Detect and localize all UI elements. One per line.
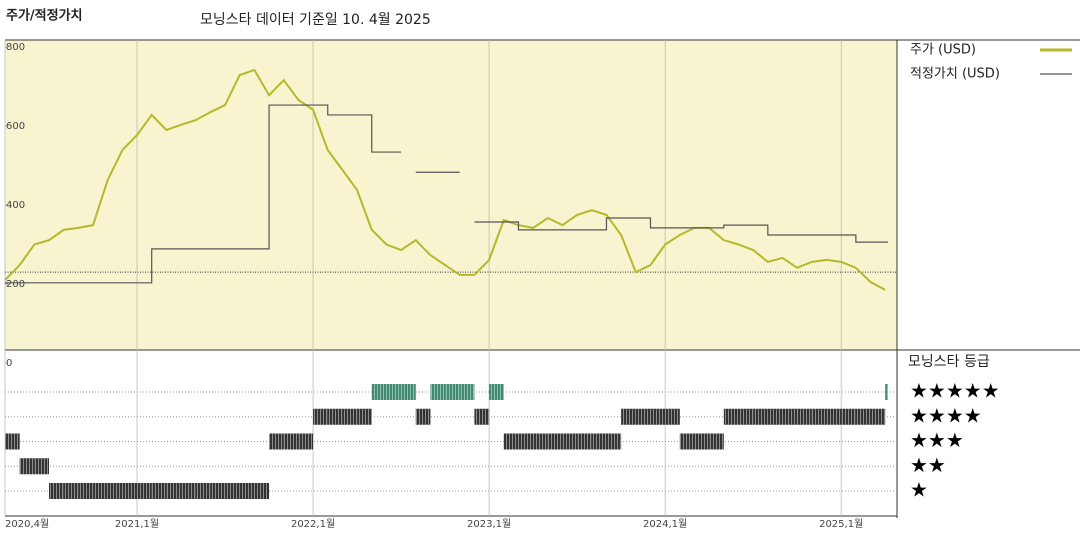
- rating-stripes: [738, 408, 754, 425]
- rating-stripes: [151, 483, 167, 499]
- rating-stripes: [93, 483, 108, 499]
- rating-stripes: [327, 408, 343, 425]
- rating-stripes: [225, 483, 240, 499]
- x-tick-label: 2024,1월: [643, 518, 687, 530]
- rating-stripes: [591, 433, 607, 450]
- rating-label: ★★★★★: [910, 379, 1000, 403]
- x-tick-label: 2025,1월: [819, 518, 863, 530]
- x-tick-label: 2021,1월: [115, 518, 159, 530]
- rating-stripes: [474, 408, 490, 425]
- rating-stripes: [166, 483, 182, 499]
- rating-label: ★★★★: [910, 403, 982, 427]
- legend-label: 주가 (USD): [910, 43, 976, 58]
- rating-stripes: [533, 433, 548, 450]
- rating-stripes: [635, 408, 651, 425]
- rating-stripes: [811, 408, 827, 425]
- rating-stripes: [49, 483, 64, 499]
- rating-stripes: [342, 408, 358, 425]
- rating-stripes: [665, 408, 680, 425]
- rating-stripes: [753, 408, 768, 425]
- rating-stripes: [518, 433, 534, 450]
- rating-stripes: [621, 408, 636, 425]
- ratings-title: 모닝스타 등급: [908, 354, 990, 370]
- price-line: [4, 68, 886, 291]
- rating-stripes: [401, 384, 416, 400]
- rating-stripes: [137, 483, 152, 499]
- rating-stripes: [78, 483, 94, 499]
- rating-stripes: [459, 384, 475, 400]
- rating-stripes: [885, 384, 888, 400]
- rating-stripes: [210, 483, 226, 499]
- rating-stripes: [34, 458, 50, 475]
- rating-stripes: [767, 408, 783, 425]
- chart-title: 주가/적정가치: [6, 8, 83, 24]
- rating-stripes: [870, 408, 886, 425]
- rating-stripes: [386, 384, 402, 400]
- x-tick-label: 2020,4월: [5, 518, 49, 530]
- x-tick-label: 2022,1월: [291, 518, 335, 530]
- rating-stripes: [547, 433, 563, 450]
- y-tick-label: 800: [6, 42, 25, 53]
- legend-label: 적정가치 (USD): [910, 67, 1000, 82]
- rating-stripes: [430, 384, 446, 400]
- rating-label: ★: [910, 478, 928, 502]
- rating-stripes: [577, 433, 592, 450]
- rating-stripes: [298, 433, 314, 450]
- rating-stripes: [489, 384, 504, 400]
- rating-stripes: [782, 408, 798, 425]
- rating-stripes: [723, 408, 739, 425]
- rating-stripes: [855, 408, 871, 425]
- rating-stripes: [371, 384, 387, 400]
- rating-stripes: [694, 433, 710, 450]
- rating-stripes: [826, 408, 842, 425]
- rating-stripes: [269, 433, 284, 450]
- rating-stripes: [415, 408, 431, 425]
- rating-stripes: [5, 433, 20, 450]
- price-panel: [5, 40, 897, 350]
- rating-stripes: [283, 433, 299, 450]
- rating-stripes: [63, 483, 79, 499]
- chart-subtitle: 모닝스타 데이터 기준일 10. 4월 2025: [200, 12, 431, 28]
- rating-stripes: [239, 483, 255, 499]
- rating-stripes: [709, 433, 724, 450]
- rating-stripes: [797, 408, 812, 425]
- y-tick-label: 0: [6, 358, 12, 369]
- rating-stripes: [357, 408, 372, 425]
- rating-label: ★★★: [910, 428, 964, 452]
- rating-stripes: [107, 483, 123, 499]
- rating-stripes: [679, 433, 695, 450]
- y-tick-label: 200: [6, 279, 25, 290]
- rating-stripes: [650, 408, 666, 425]
- rating-stripes: [841, 408, 856, 425]
- fair-value-line: [5, 104, 888, 284]
- rating-stripes: [606, 433, 622, 450]
- rating-stripes: [313, 408, 328, 425]
- rating-stripes: [254, 483, 270, 499]
- y-tick-label: 600: [6, 121, 25, 132]
- rating-stripes: [445, 384, 460, 400]
- rating-label: ★★: [910, 453, 946, 477]
- y-tick-label: 400: [6, 200, 25, 211]
- rating-stripes: [503, 433, 519, 450]
- rating-stripes: [195, 483, 211, 499]
- rating-stripes: [562, 433, 578, 450]
- x-tick-label: 2023,1월: [467, 518, 511, 530]
- rating-stripes: [19, 458, 35, 475]
- rating-stripes: [122, 483, 138, 499]
- rating-stripes: [181, 483, 196, 499]
